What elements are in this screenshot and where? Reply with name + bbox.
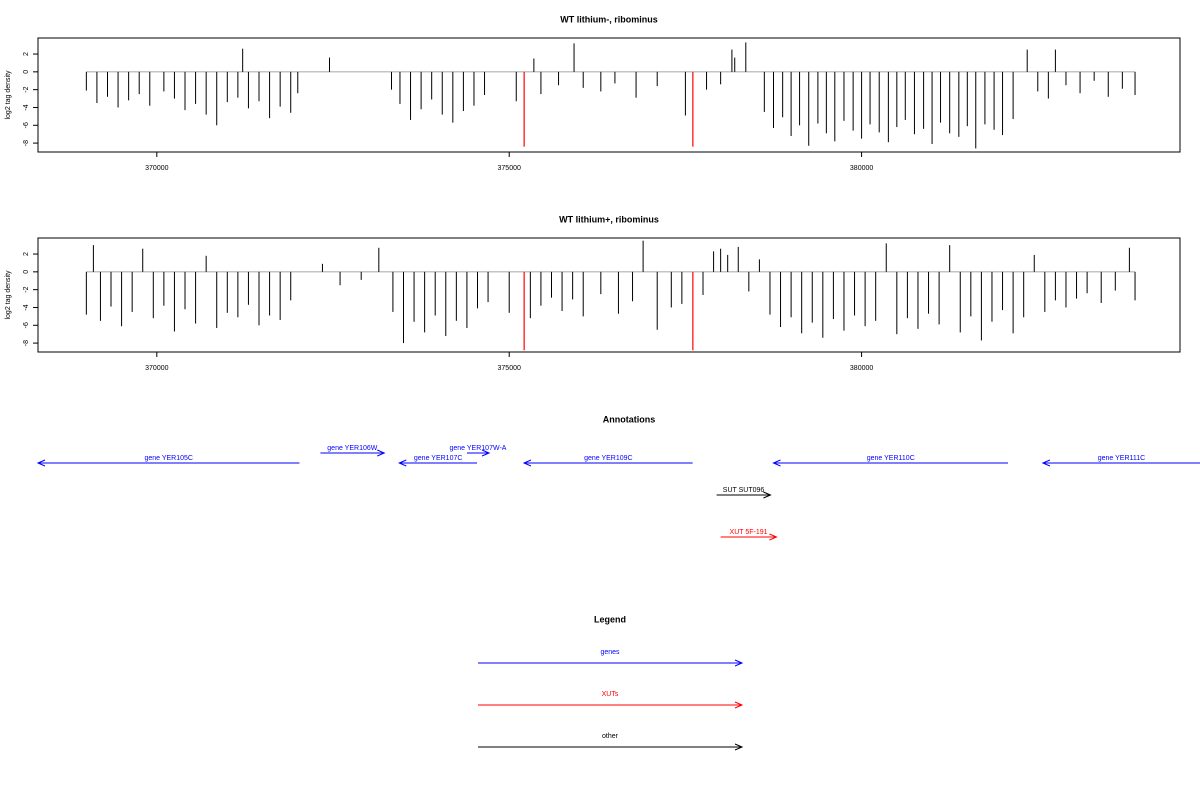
feature-arrow-head bbox=[1041, 459, 1051, 467]
y-axis-label: log2 tag density bbox=[5, 70, 12, 120]
legend-label: other bbox=[602, 733, 619, 740]
y-tick-label: -4 bbox=[23, 304, 30, 310]
feature-label: gene YER105C bbox=[144, 455, 193, 462]
feature-label: SUT SUT096 bbox=[723, 487, 765, 494]
feature-label: gene YER106W bbox=[327, 445, 377, 452]
feature-arrow-head bbox=[522, 459, 532, 467]
feature-arrow-head bbox=[397, 459, 407, 467]
plot-frame bbox=[37, 237, 1181, 353]
x-tick-label: 370000 bbox=[145, 165, 168, 172]
legend-arrow-head bbox=[734, 701, 744, 709]
y-tick-label: -8 bbox=[23, 140, 30, 146]
legend-title: Legend bbox=[594, 614, 626, 624]
feature-arrow-head bbox=[36, 459, 46, 467]
y-tick-label: -6 bbox=[23, 122, 30, 128]
y-tick-label: 2 bbox=[23, 52, 30, 56]
feature-arrow-head bbox=[481, 449, 491, 457]
x-tick-label: 380000 bbox=[850, 365, 873, 372]
x-tick-label: 370000 bbox=[145, 365, 168, 372]
feature-label: gene YER110C bbox=[867, 455, 915, 462]
y-axis-label: log2 tag density bbox=[5, 270, 12, 320]
feature-label: gene YER111C bbox=[1098, 455, 1145, 462]
feature-arrow-head bbox=[377, 449, 386, 457]
chart-title: WT lithium+, ribominus bbox=[559, 214, 659, 224]
y-tick-label: 0 bbox=[23, 70, 30, 74]
feature-label: gene YER109C bbox=[584, 455, 633, 462]
feature-label: XUT 5F-191 bbox=[730, 529, 768, 536]
feature-arrow-head bbox=[763, 491, 772, 499]
legend-label: genes bbox=[600, 649, 620, 656]
x-tick-label: 375000 bbox=[498, 165, 521, 172]
x-tick-label: 375000 bbox=[498, 365, 521, 372]
x-tick-label: 380000 bbox=[850, 165, 873, 172]
y-tick-label: -2 bbox=[23, 86, 30, 92]
y-tick-label: 0 bbox=[23, 270, 30, 274]
y-tick-label: -8 bbox=[23, 340, 30, 346]
feature-label: gene YER107W-A bbox=[450, 445, 507, 452]
legend-label: XUTs bbox=[602, 691, 619, 698]
legend-arrow-head bbox=[734, 743, 744, 751]
feature-arrow-head bbox=[772, 459, 781, 467]
feature-arrow-head bbox=[769, 533, 778, 541]
y-tick-label: -4 bbox=[23, 104, 30, 110]
chart-title: WT lithium-, ribominus bbox=[560, 14, 658, 24]
feature-label: gene YER107C bbox=[414, 455, 463, 462]
legend-arrow-head bbox=[734, 659, 744, 667]
annotations-title: Annotations bbox=[603, 414, 656, 424]
y-tick-label: 2 bbox=[23, 252, 30, 256]
plot-frame bbox=[37, 37, 1181, 153]
y-tick-label: -2 bbox=[23, 286, 30, 292]
y-tick-label: -6 bbox=[23, 322, 30, 328]
